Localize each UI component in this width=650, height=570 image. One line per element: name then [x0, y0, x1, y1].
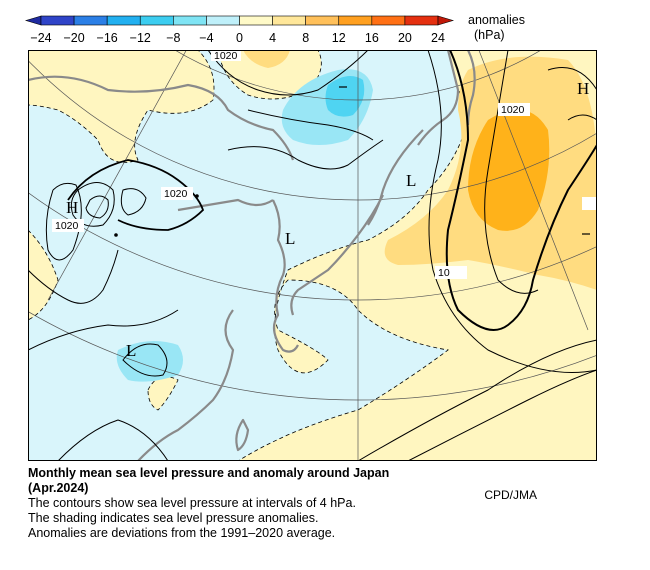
- positive-anomaly-mid-top: [243, 50, 290, 68]
- pressure-label-east: 1020: [501, 104, 525, 116]
- map-markers: [114, 86, 590, 237]
- colorbar-tick-label: 8: [302, 31, 309, 45]
- colorbar-cell: [404, 15, 439, 26]
- isobar-east-outer: [427, 50, 597, 373]
- isobar-west-lower: [28, 249, 119, 304]
- coast-kamchatka: [466, 50, 476, 126]
- colorbar-cell: [139, 15, 174, 26]
- colorbar-tick-label: 24: [431, 31, 445, 45]
- isobar-west-cells-4: [45, 182, 82, 261]
- colorbar-cell: [305, 15, 340, 26]
- coastlines: [28, 50, 476, 461]
- isobar-west-cells-2: [85, 195, 109, 219]
- isobar-low-south: [122, 343, 168, 377]
- caption-line-contours: The contours show sea level pressure at …: [28, 496, 356, 510]
- colorbar-tick-label: 16: [365, 31, 379, 45]
- negative-anomaly-strong-northeast: [325, 76, 365, 117]
- colorbar-tick-label: 12: [332, 31, 346, 45]
- colorbar-arrow-high: [437, 15, 455, 26]
- colorbar-tick-label: 4: [269, 31, 276, 45]
- isobar-north: [207, 50, 369, 96]
- colorbar-cell: [173, 15, 207, 26]
- low-center: L: [285, 229, 295, 248]
- colorbar-tick-label: −16: [97, 31, 118, 45]
- pressure-label-west: 1020: [55, 220, 79, 232]
- colorbar-cell: [371, 15, 406, 26]
- map-svg: 1020 1020 1020 1020 10 H H L L L: [28, 50, 597, 461]
- colorbar-tick-label: −4: [199, 31, 213, 45]
- colorbar-cell: [338, 15, 373, 26]
- isobar-west-cells-1: [70, 182, 115, 227]
- isobar-north-2: [247, 109, 374, 141]
- isobar-bottom-left: [57, 419, 169, 461]
- pressure-labels: 1020 1020 1020 1020 10: [52, 50, 597, 279]
- colorbar-title: anomalies: [468, 13, 525, 27]
- caption-period: (Apr.2024): [28, 481, 89, 495]
- caption-line-anomalies: Anomalies are deviations from the 1991–2…: [28, 526, 336, 540]
- positive-anomaly-area-top: [217, 50, 322, 100]
- anomaly-colorbar: −24 −20 −16 −12 −8 −4 0 4 8 12 16 20 24 anomalies (h…: [0, 0, 650, 48]
- low-north: L: [406, 171, 416, 190]
- isobar-south-2: [407, 369, 597, 461]
- colorbar-tick-label: −20: [63, 31, 84, 45]
- colorbar-cell: [272, 15, 306, 26]
- positive-anomaly-area-south: [147, 376, 179, 411]
- colorbar-tick-label: −8: [166, 31, 180, 45]
- coast-taiwan: [235, 418, 250, 452]
- isobar-high-east: [547, 67, 597, 121]
- isobar-west-cells-3: [120, 188, 147, 216]
- high-west: H: [66, 198, 78, 217]
- isobars: [28, 50, 597, 461]
- colorbar-unit: (hPa): [474, 28, 505, 42]
- isobar-1020-east: [445, 50, 597, 331]
- colorbar-cell: [239, 15, 273, 26]
- pressure-label-southeast: 10: [438, 267, 450, 279]
- positive-anomaly-strong-east: [468, 109, 550, 231]
- colorbar-cells: [24, 15, 455, 26]
- pressure-anomaly-map: 1020 1020 1020 1020 10 H H L L L: [28, 50, 597, 502]
- colorbar-tick-label: −12: [130, 31, 151, 45]
- high-east: H: [577, 79, 589, 98]
- pressure-label-center: 1020: [164, 188, 188, 200]
- map-frame: [28, 50, 597, 461]
- caption-line-shading: The shading indicates sea level pressure…: [28, 511, 319, 525]
- colorbar-cell: [73, 15, 108, 26]
- coast-hokkaido: [417, 50, 460, 146]
- coast-china: [137, 198, 274, 461]
- figure-caption: Monthly mean sea level pressure and anom…: [28, 466, 628, 541]
- map-credit: CPD/JMA: [484, 488, 537, 502]
- isobar-south-outer: [357, 339, 597, 461]
- coast-japan: [290, 129, 424, 316]
- coast-north: [28, 75, 295, 161]
- colorbar-svg: −24 −20 −16 −12 −8 −4 0 4 8 12 16 20 24 anomalies (h…: [24, 13, 525, 45]
- isobar-center: [227, 139, 384, 170]
- pressure-label-top: 1020: [214, 50, 238, 62]
- caption-title: Monthly mean sea level pressure and anom…: [28, 466, 390, 480]
- colorbar-cell: [106, 15, 141, 26]
- isobar-west-bottom: [28, 309, 179, 351]
- colorbar-tick-label: 20: [398, 31, 412, 45]
- pressure-systems: H H L L L: [66, 79, 589, 360]
- colorbar-tick-label: 0: [236, 31, 243, 45]
- colorbar-ticks: −24 −20 −16 −12 −8 −4 0 4 8 12 16 20 24: [30, 31, 445, 45]
- isobar-east-inner: [484, 50, 539, 294]
- colorbar-tick-label: −24: [30, 31, 51, 45]
- colorbar-cell: [206, 15, 240, 26]
- coast-korea: [272, 199, 299, 353]
- colorbar-arrow-low: [24, 15, 42, 26]
- colorbar-cell: [40, 15, 75, 26]
- low-south: L: [126, 341, 136, 360]
